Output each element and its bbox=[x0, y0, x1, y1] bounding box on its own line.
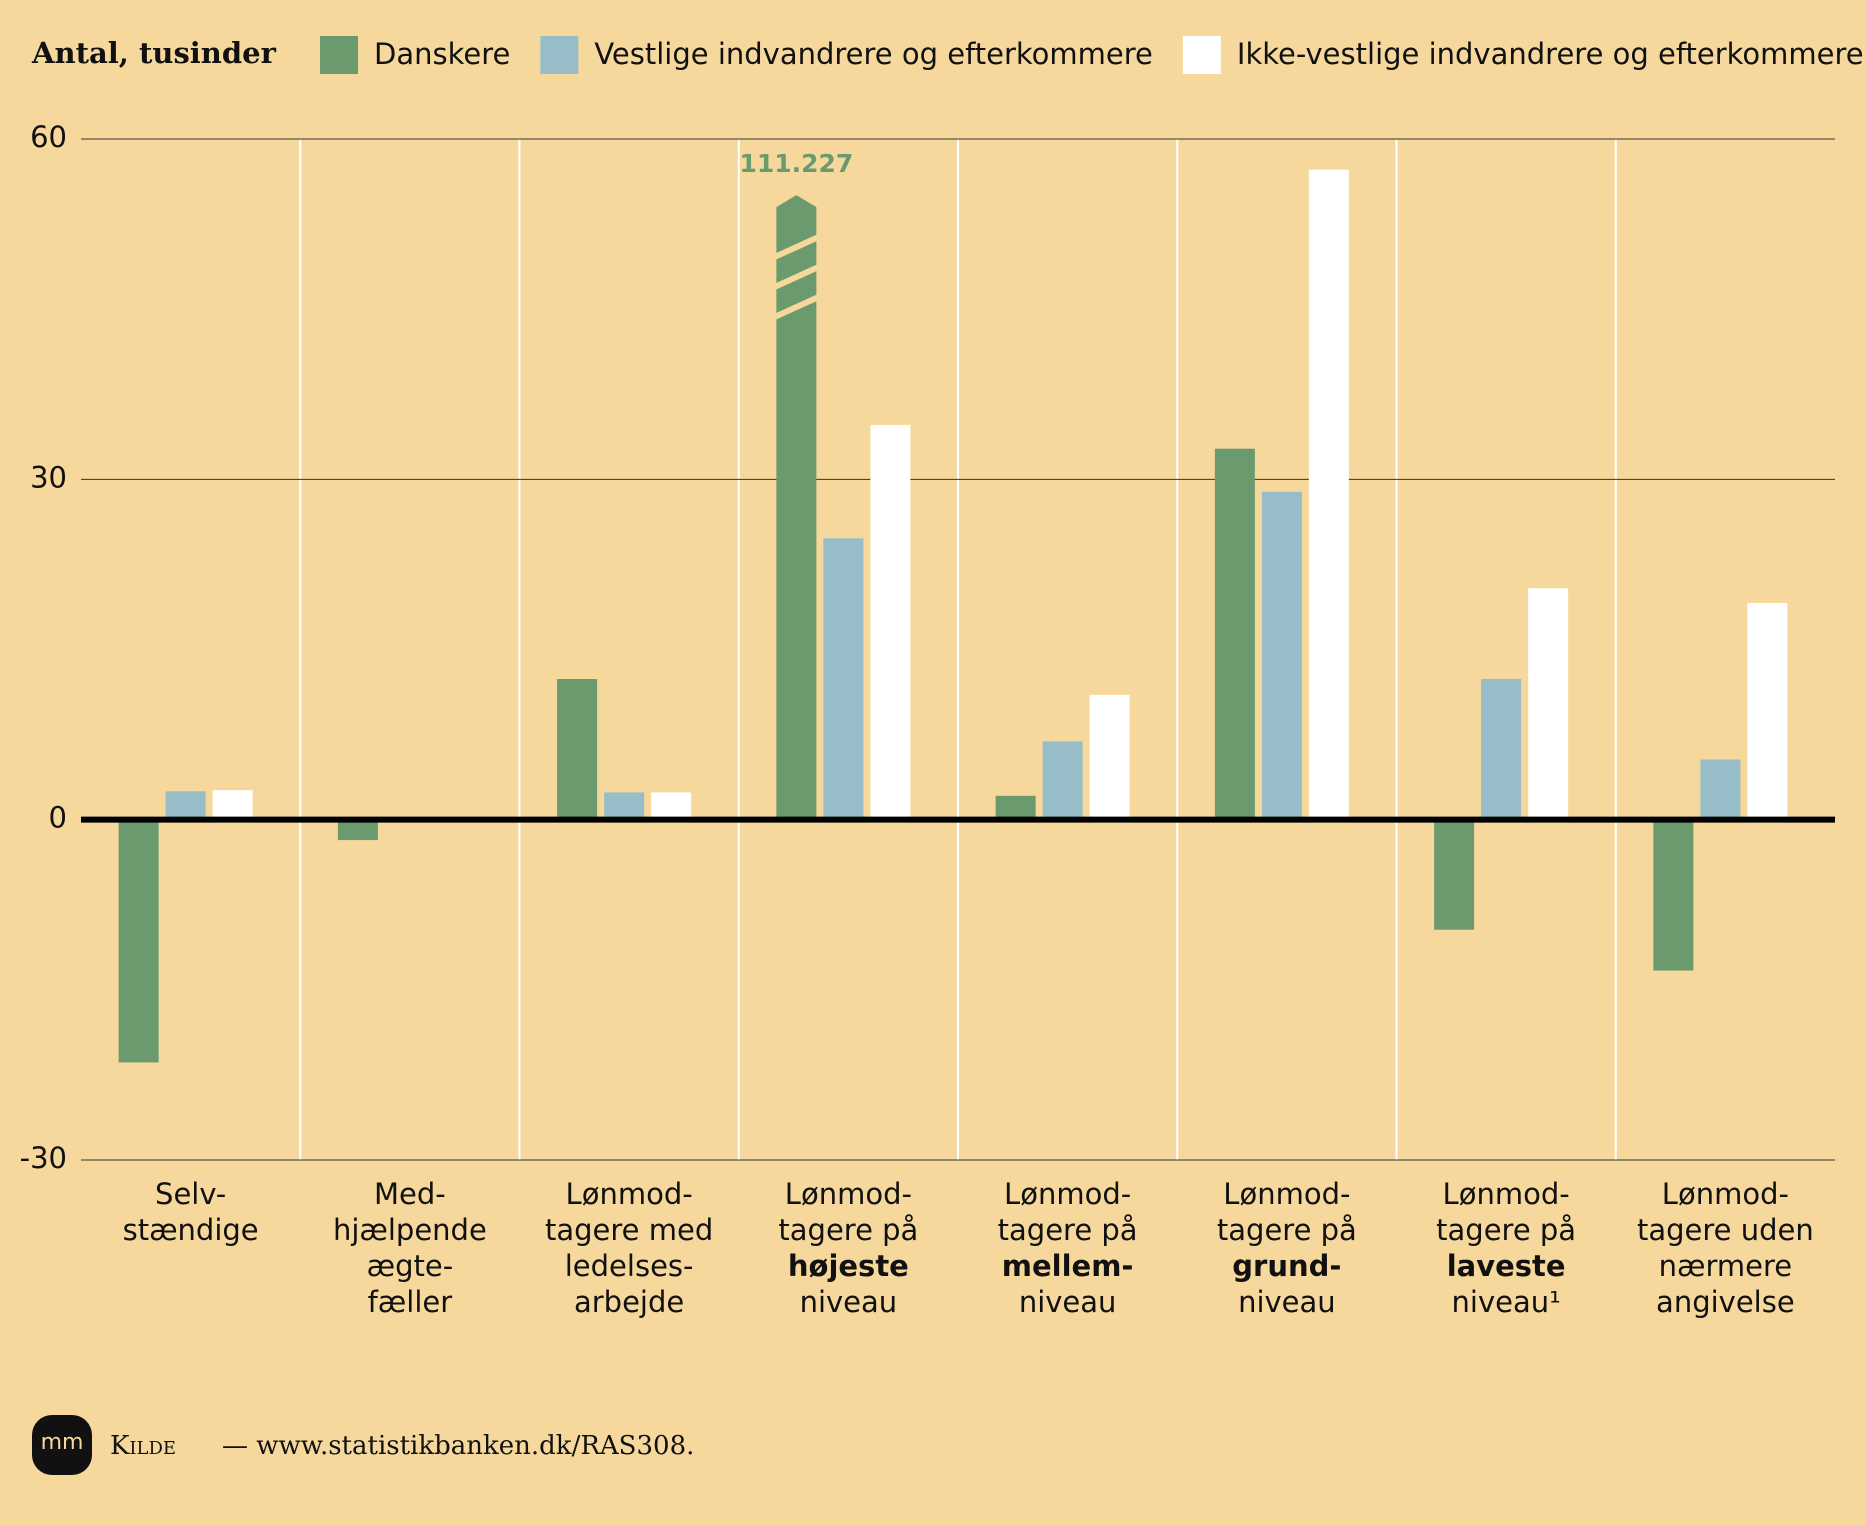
x-tick-label: niveau bbox=[1019, 1285, 1117, 1319]
bar bbox=[1308, 169, 1349, 820]
x-tick-label: ledelses- bbox=[565, 1249, 694, 1283]
logo-bg bbox=[32, 1415, 92, 1475]
bar bbox=[1089, 694, 1130, 820]
legend-swatch bbox=[1182, 36, 1221, 74]
x-tick-label: mellem- bbox=[1002, 1249, 1134, 1283]
bar bbox=[1653, 819, 1694, 971]
bar bbox=[823, 538, 864, 820]
x-tick-label: niveau¹ bbox=[1452, 1285, 1561, 1319]
x-tick-label: Lønmod- bbox=[1004, 1177, 1131, 1211]
bar bbox=[1261, 491, 1302, 820]
x-tick-label: Med- bbox=[374, 1177, 446, 1211]
x-tick-label: tagere på bbox=[1436, 1213, 1576, 1247]
break bbox=[773, 294, 820, 320]
bar bbox=[870, 424, 911, 820]
break bbox=[773, 234, 820, 260]
x-tick-label: Selv- bbox=[155, 1177, 226, 1211]
bar bbox=[1434, 819, 1475, 930]
source: — www.statistikbanken.dk/RAS308. bbox=[222, 1431, 694, 1461]
bar bbox=[1747, 602, 1788, 820]
y-tick-label: 0 bbox=[49, 801, 67, 835]
x-tick-label: tagere med bbox=[545, 1213, 713, 1247]
logo: mm bbox=[41, 1430, 84, 1455]
x-tick-label: tagere uden bbox=[1637, 1213, 1814, 1247]
bar bbox=[1481, 678, 1522, 820]
y-tick-label: 60 bbox=[30, 120, 67, 154]
bar bbox=[651, 792, 692, 820]
y-tick-label: 30 bbox=[30, 460, 67, 494]
x-tick-label: laveste bbox=[1447, 1249, 1566, 1283]
value-label: 111.227 bbox=[739, 149, 853, 178]
legend-swatch bbox=[540, 36, 579, 74]
legend-label: Danskere bbox=[374, 37, 510, 71]
x-tick-label: fæller bbox=[368, 1285, 453, 1319]
x-tick-label: højeste bbox=[788, 1249, 909, 1283]
x-tick-label: Lønmod- bbox=[785, 1177, 912, 1211]
bar bbox=[557, 678, 598, 820]
x-tick-label: tagere på bbox=[1217, 1213, 1357, 1247]
x-tick-label: grund- bbox=[1232, 1249, 1341, 1283]
bar bbox=[212, 790, 253, 820]
bar bbox=[1042, 741, 1083, 820]
x-tick-label: niveau bbox=[800, 1285, 898, 1319]
chart-title: Antal, tusinder bbox=[31, 36, 277, 70]
x-tick-label: stændige bbox=[123, 1213, 259, 1247]
bar bbox=[1700, 759, 1741, 820]
x-tick-label: tagere på bbox=[998, 1213, 1138, 1247]
x-tick-label: niveau bbox=[1238, 1285, 1336, 1319]
x-tick-label: Lønmod- bbox=[566, 1177, 693, 1211]
bar bbox=[776, 195, 817, 820]
bar bbox=[995, 795, 1036, 820]
x-tick-label: Lønmod- bbox=[1662, 1177, 1789, 1211]
bar bbox=[1214, 448, 1255, 820]
x-tick-label: angivelse bbox=[1656, 1285, 1795, 1319]
x-tick-label: Lønmod- bbox=[1223, 1177, 1350, 1211]
legend-label: Vestlige indvandrere og efterkommere bbox=[594, 37, 1153, 71]
source-label: Kilde bbox=[110, 1431, 176, 1461]
y-tick-label: -30 bbox=[20, 1141, 67, 1175]
x-tick-label: nærmere bbox=[1659, 1249, 1793, 1283]
legend-label: Ikke-vestlige indvandrere og efterkommer… bbox=[1237, 37, 1864, 71]
x-tick-label: hjælpende bbox=[333, 1213, 487, 1247]
bar bbox=[337, 819, 378, 841]
bar bbox=[165, 791, 206, 820]
legend-swatch bbox=[320, 36, 358, 74]
bar bbox=[604, 792, 645, 820]
x-tick-label: tagere på bbox=[778, 1213, 918, 1247]
x-tick-label: ægte- bbox=[367, 1249, 454, 1283]
break bbox=[773, 264, 820, 290]
bar bbox=[118, 819, 159, 1063]
bar bbox=[1528, 588, 1569, 820]
x-tick-label: arbejde bbox=[574, 1285, 684, 1319]
x-tick-label: Lønmod- bbox=[1443, 1177, 1570, 1211]
